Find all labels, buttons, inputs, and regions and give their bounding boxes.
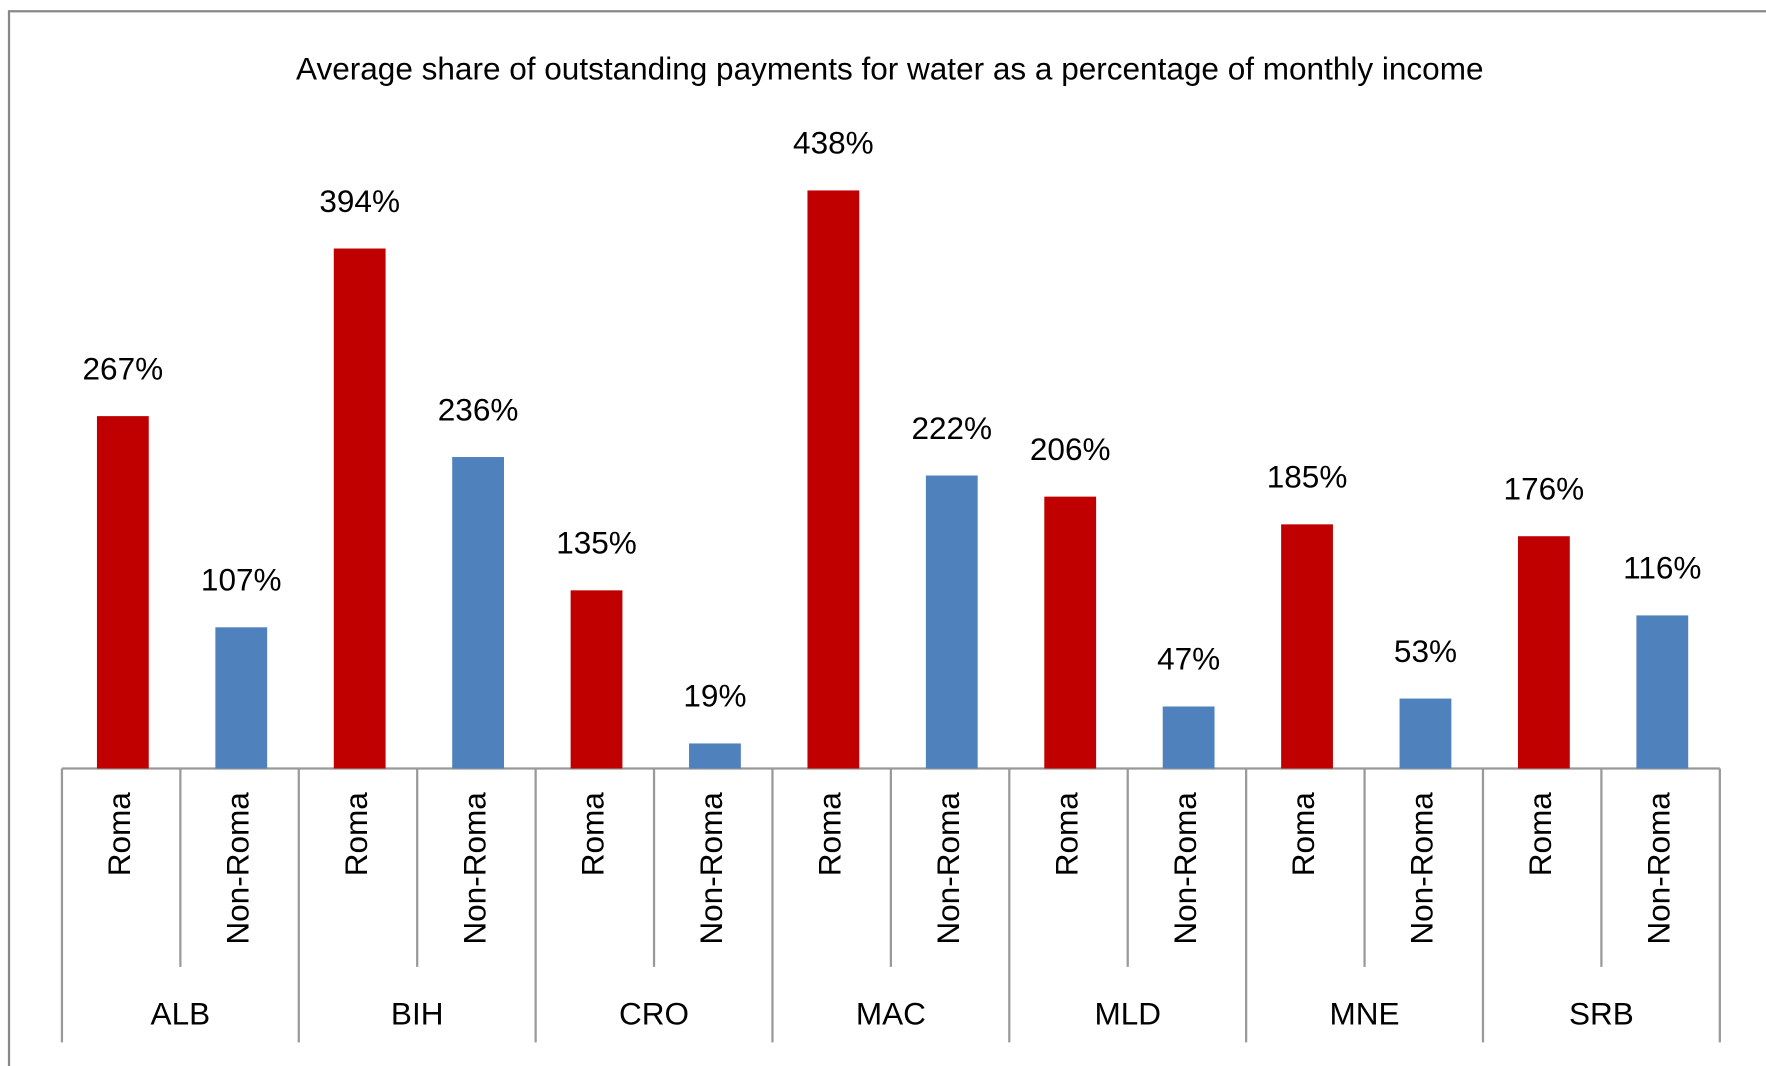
x-group-label: ALB	[151, 996, 211, 1032]
x-group-label: MAC	[856, 996, 926, 1032]
data-label: 222%	[911, 410, 992, 446]
x-tick-label: Non-Roma	[456, 792, 492, 945]
data-label: 135%	[556, 525, 637, 561]
chart-title: Average share of outstanding payments fo…	[296, 50, 1483, 86]
x-group-label: BIH	[391, 996, 444, 1032]
data-label: 107%	[201, 562, 282, 598]
x-tick-label: Non-Roma	[219, 792, 255, 945]
x-group-label: CRO	[619, 996, 689, 1032]
x-tick-label: Roma	[101, 792, 137, 877]
chart-border	[7, 10, 1766, 1066]
data-label: 394%	[319, 183, 400, 219]
x-tick-label: Non-Roma	[930, 792, 966, 945]
x-tick-label: Roma	[1285, 792, 1321, 877]
x-tick-label: Roma	[812, 792, 848, 877]
data-label: 185%	[1267, 459, 1348, 495]
x-tick-label: Non-Roma	[1641, 792, 1677, 945]
x-tick-label: Roma	[575, 792, 611, 877]
x-tick-label: Non-Roma	[1404, 792, 1440, 945]
x-group-label: SRB	[1569, 996, 1634, 1032]
bar	[1399, 698, 1452, 769]
bar	[333, 248, 386, 769]
bar	[1044, 496, 1097, 769]
bar	[1517, 536, 1570, 769]
data-label: 267%	[83, 350, 164, 386]
bar	[807, 190, 860, 769]
bar	[1281, 524, 1333, 769]
data-label: 47%	[1157, 641, 1220, 677]
data-label: 176%	[1504, 470, 1585, 506]
data-label: 206%	[1030, 431, 1111, 467]
x-tick-label: Non-Roma	[693, 792, 729, 945]
x-group-label: MNE	[1330, 996, 1400, 1032]
bar	[1636, 615, 1689, 769]
bar	[689, 743, 741, 769]
x-group-label: MLD	[1094, 996, 1161, 1032]
x-tick-label: Roma	[1048, 792, 1084, 877]
x-tick-label: Roma	[338, 792, 374, 877]
x-tick-label: Non-Roma	[1167, 792, 1203, 945]
x-tick-label: Roma	[1522, 792, 1558, 877]
bar	[96, 416, 149, 769]
bar	[570, 590, 623, 769]
data-label: 116%	[1623, 550, 1701, 586]
data-label: 438%	[793, 125, 874, 161]
data-label: 236%	[438, 391, 519, 427]
bar	[1162, 706, 1215, 769]
bar	[925, 475, 978, 769]
bar	[452, 457, 505, 769]
bar	[215, 627, 268, 769]
data-label: 19%	[683, 678, 746, 714]
data-label: 53%	[1394, 633, 1457, 669]
